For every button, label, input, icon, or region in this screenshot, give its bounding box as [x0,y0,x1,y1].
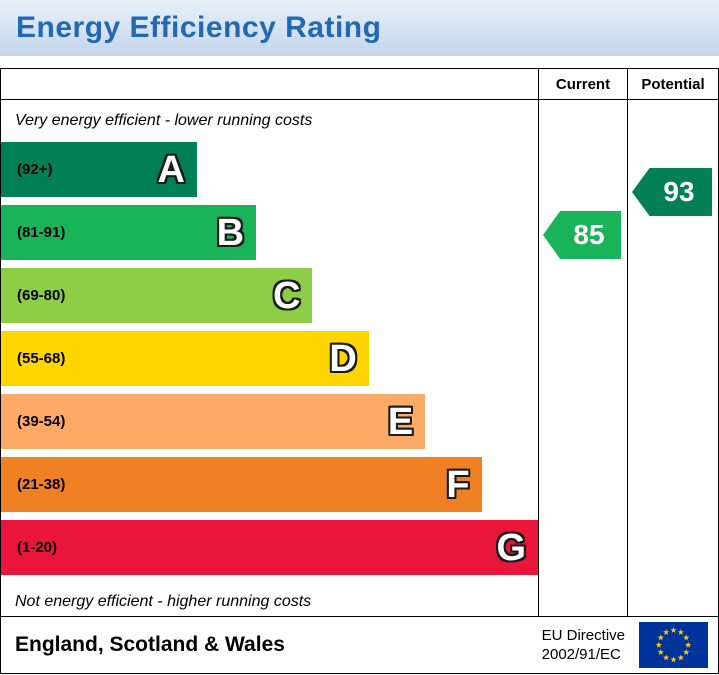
band-range-g: (1-20) [17,539,58,556]
title-bar: Energy Efficiency Rating [0,0,719,56]
band-letter-e: E [387,400,414,443]
band-row-a: (92+) A [1,142,538,197]
potential-rating-value: 93 [663,176,695,207]
band-row-g: (1-20) G [1,520,538,575]
potential-rating-arrow: 93 [632,168,712,216]
band-bar-c: (69-80) C [1,268,313,323]
band-letter-a: A [157,148,185,191]
region-label: England, Scotland & Wales [15,633,285,656]
potential-column-header: Potential [627,69,718,99]
potential-column: 93 [627,100,718,616]
band-row-f: (21-38) F [1,457,538,512]
caption-top: Very energy efficient - lower running co… [15,112,313,129]
band-range-f: (21-38) [17,476,66,493]
band-row-e: (39-54) E [1,394,538,449]
band-letter-g: G [496,526,526,569]
chart-header: Current Potential [1,69,718,100]
epc-chart: Current Potential Very energy efficient … [0,68,719,674]
band-range-b: (81-91) [17,224,66,241]
band-bar-d: (55-68) D [1,331,369,386]
header-spacer [1,69,538,99]
band-range-e: (39-54) [17,413,66,430]
current-column: 85 [538,100,627,616]
band-row-c: (69-80) C [1,268,538,323]
band-letter-d: D [329,337,357,380]
band-range-c: (69-80) [17,287,66,304]
band-row-b: (81-91) B [1,205,538,260]
eu-directive-line1: EU Directive [541,626,625,644]
band-letter-f: F [446,463,470,506]
current-column-header: Current [538,69,627,99]
caption-bottom: Not energy efficient - higher running co… [15,593,312,610]
band-bar-a: (92+) A [1,142,197,197]
eu-directive-label: EU Directive 2002/91/EC [542,626,625,665]
band-range-a: (92+) [17,161,53,178]
band-bar-f: (21-38) F [1,457,482,512]
bands-area: Very energy efficient - lower running co… [1,100,538,616]
page-title: Energy Efficiency Rating [16,11,382,44]
chart-body: Very energy efficient - lower running co… [1,100,718,616]
band-letter-b: B [216,211,245,254]
band-letter-c: C [273,274,301,317]
current-rating-value: 85 [573,219,605,250]
current-rating-arrow: 85 [543,211,621,259]
band-bar-g: (1-20) G [1,520,538,575]
band-bar-b: (81-91) B [1,205,257,260]
band-range-d: (55-68) [17,350,66,367]
eu-flag-icon [639,622,708,668]
chart-footer: England, Scotland & Wales EU Directive 2… [1,616,718,673]
eu-directive-line2: 2002/91/EC [541,646,621,663]
band-row-d: (55-68) D [1,331,538,386]
band-bar-e: (39-54) E [1,394,426,449]
